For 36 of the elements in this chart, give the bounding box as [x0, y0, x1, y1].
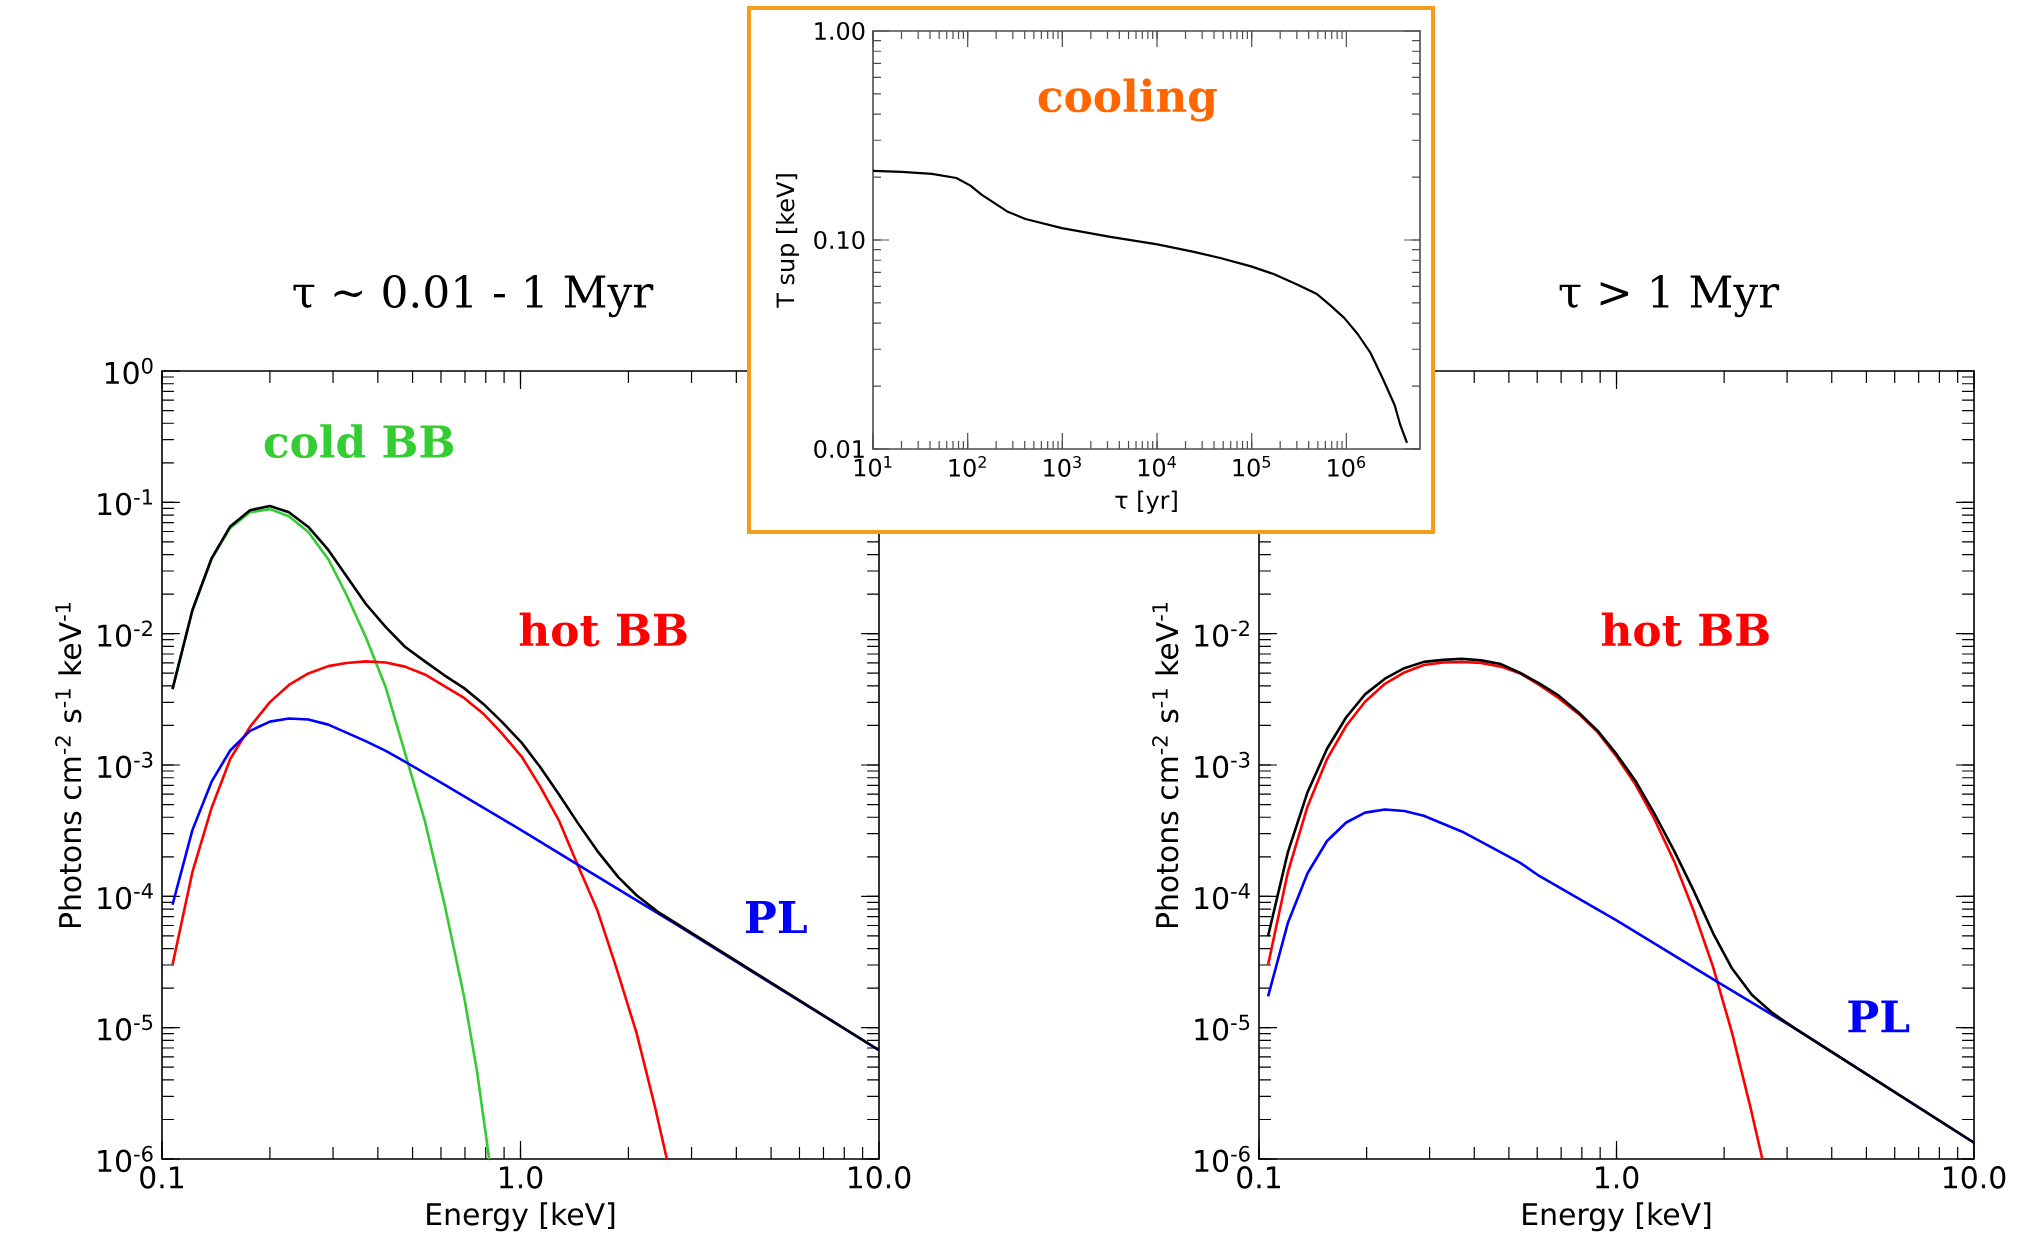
- y-tick-label: 10$^{-1}$: [98, 489, 153, 516]
- x-tick-label: 10$^{6}$: [1328, 456, 1366, 477]
- y-axis-title: Photons cm$^{-2}$ s$^{-1}$ keV$^{-1}$: [1152, 602, 1179, 928]
- x-axis-title: Energy [keV]: [427, 1202, 615, 1232]
- y-tick-label: 0.01: [814, 439, 864, 459]
- x-tick-label: 1.0: [500, 1166, 543, 1189]
- x-axis-title: Energy [keV]: [1523, 1202, 1711, 1232]
- series-label: PL: [1848, 1000, 1910, 1033]
- y-axis-title: T sup [keV]: [775, 174, 800, 308]
- series-label: PL: [745, 901, 807, 934]
- y-tick-label: 10$^{-2}$: [98, 620, 152, 647]
- series-label: hot BB: [519, 612, 687, 647]
- annotation: cooling: [1038, 78, 1217, 122]
- x-axis-title: τ [yr]: [1115, 490, 1177, 514]
- y-tick-label: 0.10: [814, 230, 865, 250]
- y-tick-label: 10$^{-5}$: [1195, 1014, 1250, 1041]
- series-label: cold BB: [264, 424, 454, 459]
- y-tick-label: 10$^{-5}$: [98, 1014, 153, 1041]
- x-tick-label: 1.0: [1596, 1166, 1639, 1189]
- x-tick-label: 10$^{4}$: [1138, 456, 1176, 477]
- x-tick-label: 10.0: [1944, 1166, 2006, 1189]
- y-tick-label: 10$^{-3}$: [98, 751, 153, 779]
- y-tick-label: 10$^{0}$: [105, 357, 153, 385]
- y-tick-label: 10$^{-4}$: [98, 883, 153, 910]
- series-label: hot BB: [1601, 612, 1769, 647]
- y-axis-title: Photons cm$^{-2}$ s$^{-1}$ keV$^{-1}$: [55, 602, 82, 928]
- x-tick-label: 10$^{3}$: [1044, 456, 1081, 477]
- chart-title: τ ~ 0.01 - 1 Myr: [293, 274, 654, 318]
- y-tick-label: 10$^{-3}$: [1195, 751, 1250, 779]
- y-tick-label: 1.00: [815, 21, 865, 41]
- y-tick-label: 10$^{-4}$: [1195, 883, 1250, 910]
- x-tick-label: 10.0: [849, 1166, 911, 1189]
- x-tick-label: 10$^{2}$: [949, 456, 986, 477]
- x-tick-label: 10$^{5}$: [1233, 456, 1271, 477]
- chart-title: τ > 1 Myr: [1559, 274, 1780, 318]
- y-tick-label: 10$^{-2}$: [1195, 620, 1249, 647]
